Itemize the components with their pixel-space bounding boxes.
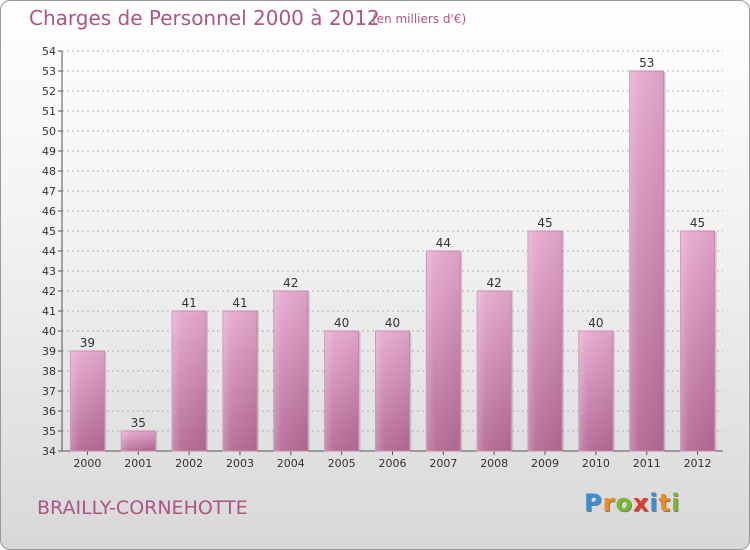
logo-letter: o: [615, 489, 633, 517]
data-label-2003: 41: [232, 296, 247, 310]
bars: [69, 70, 717, 452]
data-label-2011: 53: [639, 56, 654, 70]
logo-letter: i: [649, 489, 659, 517]
y-tick-label: 45: [42, 225, 56, 238]
x-tick-label-2002: 2002: [175, 457, 203, 470]
proxiti-logo: Proxiti: [584, 489, 680, 517]
data-label-2008: 42: [487, 276, 502, 290]
x-tick-label-2008: 2008: [480, 457, 508, 470]
x-tick-label-2009: 2009: [531, 457, 559, 470]
x-tick-label-2012: 2012: [684, 457, 712, 470]
data-label-2010: 40: [588, 316, 603, 330]
bar-highlight: [426, 251, 461, 451]
bar-highlight: [172, 311, 207, 451]
x-tick-label-2006: 2006: [379, 457, 407, 470]
y-tick-label: 48: [42, 165, 56, 178]
bar-highlight: [375, 331, 410, 451]
town-name: BRAILLY-CORNEHOTTE: [37, 497, 248, 519]
y-tick-label: 38: [42, 365, 56, 378]
x-tick-label-2003: 2003: [226, 457, 254, 470]
data-label-2005: 40: [334, 316, 349, 330]
y-tick-label: 40: [42, 325, 56, 338]
logo-letter: r: [602, 489, 616, 517]
logo-letter: x: [632, 489, 650, 517]
y-tick-label: 52: [42, 85, 56, 98]
y-tick-label: 50: [42, 125, 56, 138]
bar-highlight: [121, 431, 156, 451]
y-tick-label: 41: [42, 305, 56, 318]
y-tick-label: 54: [42, 45, 56, 58]
x-tick-label-2005: 2005: [328, 457, 356, 470]
x-tick-label-2007: 2007: [429, 457, 457, 470]
y-tick-label: 34: [42, 445, 56, 458]
x-tick-label-2001: 2001: [124, 457, 152, 470]
bar-highlight: [70, 351, 105, 451]
y-tick-label: 51: [42, 105, 56, 118]
bar-highlight: [324, 331, 359, 451]
data-label-2004: 42: [283, 276, 298, 290]
bar-highlight: [528, 231, 563, 451]
y-tick-label: 37: [42, 385, 56, 398]
y-tick-label: 49: [42, 145, 56, 158]
bar-highlight: [629, 71, 664, 451]
bar-highlight: [222, 311, 257, 451]
bar-highlight: [477, 291, 512, 451]
y-tick-label: 39: [42, 345, 56, 358]
y-tick-label: 53: [42, 65, 56, 78]
data-label-2007: 44: [436, 236, 451, 250]
labels: 34 35 36 37 38 39 40 41 42 43 44 45 46 47 48 49 50 51 52 53…: [42, 45, 712, 470]
y-tick-label: 35: [42, 425, 56, 438]
y-tick-label: 36: [42, 405, 56, 418]
bar-highlight: [273, 291, 308, 451]
x-tick-label-2011: 2011: [633, 457, 661, 470]
y-tick-label: 47: [42, 185, 56, 198]
x-tick-label-2010: 2010: [582, 457, 610, 470]
data-label-2006: 40: [385, 316, 400, 330]
data-label-2012: 45: [690, 216, 705, 230]
chart-title: Charges de Personnel 2000 à 2012: [29, 6, 380, 30]
chart-unit-note: (en milliers d'€): [372, 12, 467, 26]
y-tick-label: 42: [42, 285, 56, 298]
logo-letter: P: [584, 489, 603, 517]
data-label-2001: 35: [131, 416, 146, 430]
logo-letter: i: [671, 489, 681, 517]
data-label-2002: 41: [181, 296, 196, 310]
data-label-2009: 45: [537, 216, 552, 230]
logo-letter: t: [658, 489, 672, 517]
bar-highlight: [578, 331, 613, 451]
bar-highlight: [680, 231, 715, 451]
x-tick-label-2004: 2004: [277, 457, 305, 470]
x-tick-label-2000: 2000: [73, 457, 101, 470]
y-tick-label: 43: [42, 265, 56, 278]
y-tick-label: 44: [42, 245, 56, 258]
data-label-2000: 39: [80, 336, 95, 350]
y-tick-label: 46: [42, 205, 56, 218]
